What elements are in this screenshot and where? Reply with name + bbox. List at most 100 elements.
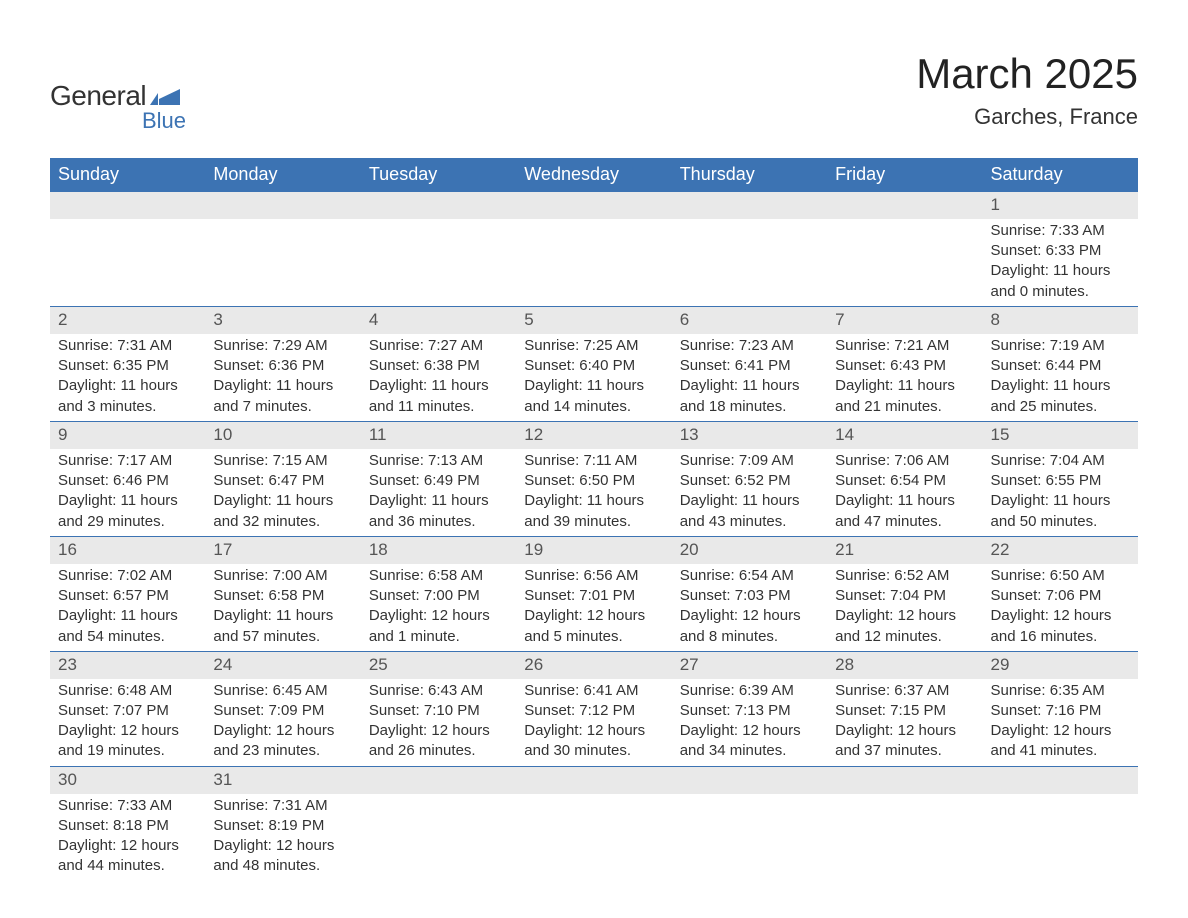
day-number-cell: 11 [361, 421, 516, 448]
day-daylight1: Daylight: 11 hours [213, 606, 352, 626]
day-number-cell: 18 [361, 536, 516, 563]
day-number-cell [205, 192, 360, 219]
day-daylight1: Daylight: 12 hours [369, 721, 508, 741]
day-sunrise: Sunrise: 6:45 AM [213, 681, 352, 701]
day-number-cell: 7 [827, 306, 982, 333]
day-detail: Sunrise: 7:31 AMSunset: 6:35 PMDaylight:… [50, 334, 205, 421]
day-number: 16 [50, 537, 205, 564]
day-detail: Sunrise: 6:45 AMSunset: 7:09 PMDaylight:… [205, 679, 360, 766]
day-detail: Sunrise: 7:19 AMSunset: 6:44 PMDaylight:… [983, 334, 1138, 421]
day-daylight1: Daylight: 12 hours [58, 721, 197, 741]
day-sunrise: Sunrise: 6:56 AM [524, 566, 663, 586]
day-detail-cell: Sunrise: 7:09 AMSunset: 6:52 PMDaylight:… [672, 449, 827, 537]
day-detail: Sunrise: 7:02 AMSunset: 6:57 PMDaylight:… [50, 564, 205, 651]
day-detail-cell: Sunrise: 7:23 AMSunset: 6:41 PMDaylight:… [672, 334, 827, 422]
day-detail: Sunrise: 6:56 AMSunset: 7:01 PMDaylight:… [516, 564, 671, 651]
day-sunset: Sunset: 7:13 PM [680, 701, 819, 721]
day-sunrise: Sunrise: 7:23 AM [680, 336, 819, 356]
day-detail-cell: Sunrise: 7:17 AMSunset: 6:46 PMDaylight:… [50, 449, 205, 537]
week-detail-row: Sunrise: 7:17 AMSunset: 6:46 PMDaylight:… [50, 449, 1138, 537]
day-detail-cell: Sunrise: 6:52 AMSunset: 7:04 PMDaylight:… [827, 564, 982, 652]
day-sunrise: Sunrise: 7:31 AM [58, 336, 197, 356]
day-daylight1: Daylight: 12 hours [524, 606, 663, 626]
day-number-cell: 9 [50, 421, 205, 448]
col-wednesday: Wednesday [516, 158, 671, 192]
day-daylight2: and 29 minutes. [58, 512, 197, 532]
day-sunrise: Sunrise: 6:41 AM [524, 681, 663, 701]
day-sunrise: Sunrise: 7:31 AM [213, 796, 352, 816]
day-detail-cell: Sunrise: 6:58 AMSunset: 7:00 PMDaylight:… [361, 564, 516, 652]
day-sunrise: Sunrise: 7:29 AM [213, 336, 352, 356]
day-number: 28 [827, 652, 982, 679]
day-daylight1: Daylight: 12 hours [680, 606, 819, 626]
day-number: 26 [516, 652, 671, 679]
day-sunset: Sunset: 6:41 PM [680, 356, 819, 376]
week-detail-row: Sunrise: 7:33 AMSunset: 8:18 PMDaylight:… [50, 794, 1138, 881]
day-number: 10 [205, 422, 360, 449]
day-sunset: Sunset: 6:33 PM [991, 241, 1130, 261]
day-detail-cell: Sunrise: 7:13 AMSunset: 6:49 PMDaylight:… [361, 449, 516, 537]
day-daylight1: Daylight: 12 hours [991, 721, 1130, 741]
day-sunrise: Sunrise: 7:19 AM [991, 336, 1130, 356]
day-sunset: Sunset: 6:57 PM [58, 586, 197, 606]
day-sunset: Sunset: 7:15 PM [835, 701, 974, 721]
day-number-cell [361, 192, 516, 219]
day-detail: Sunrise: 6:39 AMSunset: 7:13 PMDaylight:… [672, 679, 827, 766]
day-number: 4 [361, 307, 516, 334]
day-sunset: Sunset: 6:35 PM [58, 356, 197, 376]
day-daylight1: Daylight: 12 hours [835, 606, 974, 626]
day-sunrise: Sunrise: 7:09 AM [680, 451, 819, 471]
day-detail-cell: Sunrise: 6:35 AMSunset: 7:16 PMDaylight:… [983, 679, 1138, 767]
week-daynum-row: 2345678 [50, 306, 1138, 333]
col-monday: Monday [205, 158, 360, 192]
day-detail: Sunrise: 6:43 AMSunset: 7:10 PMDaylight:… [361, 679, 516, 766]
day-detail-cell [205, 219, 360, 307]
day-number-cell: 1 [983, 192, 1138, 219]
day-number-cell: 17 [205, 536, 360, 563]
day-daylight1: Daylight: 11 hours [991, 491, 1130, 511]
day-detail: Sunrise: 6:52 AMSunset: 7:04 PMDaylight:… [827, 564, 982, 651]
day-detail: Sunrise: 7:33 AMSunset: 8:18 PMDaylight:… [50, 794, 205, 881]
day-detail-cell: Sunrise: 7:15 AMSunset: 6:47 PMDaylight:… [205, 449, 360, 537]
day-detail-cell: Sunrise: 6:54 AMSunset: 7:03 PMDaylight:… [672, 564, 827, 652]
day-daylight2: and 41 minutes. [991, 741, 1130, 761]
day-detail: Sunrise: 6:50 AMSunset: 7:06 PMDaylight:… [983, 564, 1138, 651]
day-detail-cell: Sunrise: 7:27 AMSunset: 6:38 PMDaylight:… [361, 334, 516, 422]
day-sunset: Sunset: 7:09 PM [213, 701, 352, 721]
day-sunrise: Sunrise: 6:39 AM [680, 681, 819, 701]
day-number-cell: 2 [50, 306, 205, 333]
day-number-cell: 12 [516, 421, 671, 448]
day-number-cell: 24 [205, 651, 360, 678]
day-sunset: Sunset: 7:04 PM [835, 586, 974, 606]
day-detail-cell: Sunrise: 7:29 AMSunset: 6:36 PMDaylight:… [205, 334, 360, 422]
day-daylight1: Daylight: 12 hours [680, 721, 819, 741]
day-number: 15 [983, 422, 1138, 449]
week-detail-row: Sunrise: 7:33 AMSunset: 6:33 PMDaylight:… [50, 219, 1138, 307]
day-number: 11 [361, 422, 516, 449]
day-detail-cell: Sunrise: 7:06 AMSunset: 6:54 PMDaylight:… [827, 449, 982, 537]
day-daylight2: and 18 minutes. [680, 397, 819, 417]
logo-chart-icon [150, 87, 180, 105]
day-daylight2: and 26 minutes. [369, 741, 508, 761]
day-sunrise: Sunrise: 6:48 AM [58, 681, 197, 701]
day-daylight2: and 11 minutes. [369, 397, 508, 417]
day-number: 13 [672, 422, 827, 449]
day-daylight1: Daylight: 11 hours [369, 376, 508, 396]
day-daylight2: and 25 minutes. [991, 397, 1130, 417]
day-daylight1: Daylight: 11 hours [835, 376, 974, 396]
col-sunday: Sunday [50, 158, 205, 192]
day-daylight1: Daylight: 12 hours [991, 606, 1130, 626]
day-detail: Sunrise: 7:21 AMSunset: 6:43 PMDaylight:… [827, 334, 982, 421]
day-daylight1: Daylight: 11 hours [991, 376, 1130, 396]
day-detail-cell: Sunrise: 7:21 AMSunset: 6:43 PMDaylight:… [827, 334, 982, 422]
day-detail-cell: Sunrise: 6:56 AMSunset: 7:01 PMDaylight:… [516, 564, 671, 652]
day-detail: Sunrise: 7:15 AMSunset: 6:47 PMDaylight:… [205, 449, 360, 536]
day-detail-cell [827, 794, 982, 881]
day-sunset: Sunset: 6:50 PM [524, 471, 663, 491]
day-detail: Sunrise: 6:48 AMSunset: 7:07 PMDaylight:… [50, 679, 205, 766]
day-number: 12 [516, 422, 671, 449]
day-detail: Sunrise: 7:31 AMSunset: 8:19 PMDaylight:… [205, 794, 360, 881]
day-daylight2: and 1 minute. [369, 627, 508, 647]
col-tuesday: Tuesday [361, 158, 516, 192]
day-number-cell: 26 [516, 651, 671, 678]
